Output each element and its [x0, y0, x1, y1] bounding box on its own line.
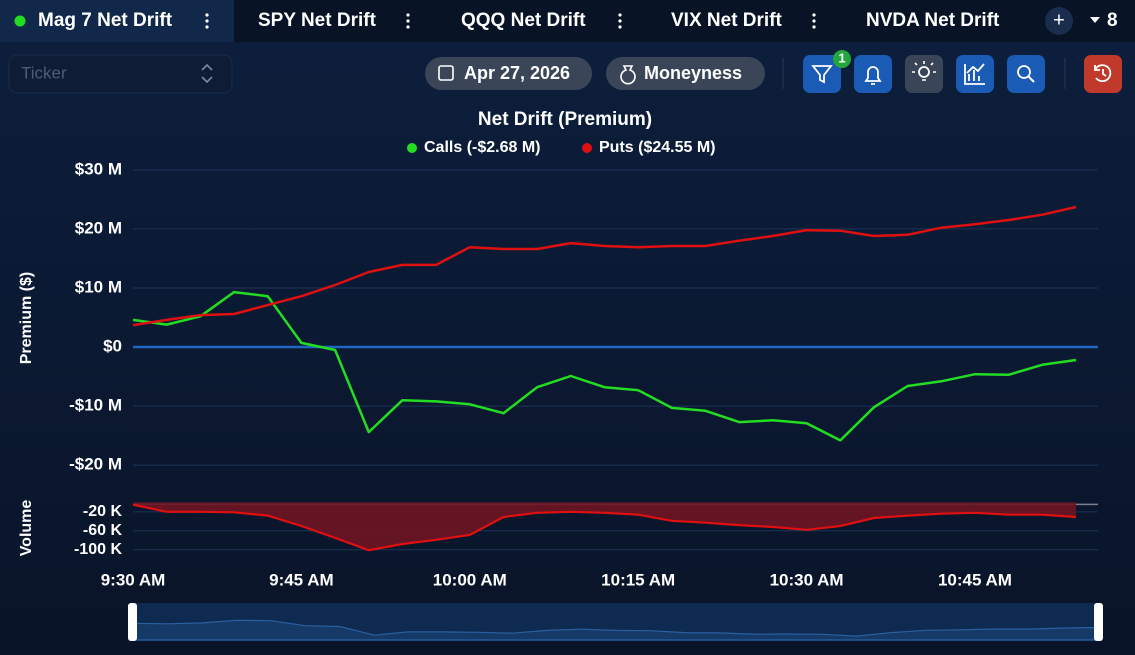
- tab-menu-dot: [812, 13, 816, 17]
- filter-badge: [833, 50, 851, 68]
- y-tick-label: $0: [103, 337, 122, 356]
- y-tick-label: $10 M: [75, 277, 122, 296]
- bag-icon: [620, 65, 636, 85]
- tab-menu-dot: [812, 19, 816, 23]
- search-icon: [1017, 65, 1031, 79]
- chart-icon: [964, 63, 985, 85]
- bell-icon: [864, 66, 882, 85]
- add-icon: +: [1053, 9, 1065, 31]
- tab-label[interactable]: SPY Net Drift: [258, 10, 377, 31]
- date-button[interactable]: [425, 57, 592, 90]
- bulb-icon: [918, 66, 930, 78]
- tab-menu-dot: [618, 19, 622, 23]
- area-line: [132, 503, 1077, 552]
- y-tick-label: $30 M: [75, 159, 122, 178]
- bulb-rays: [912, 61, 936, 81]
- x-tick-label: 10:45 AM: [938, 570, 1012, 589]
- reset-icon: [1094, 64, 1112, 83]
- filter-button[interactable]: [803, 55, 841, 93]
- x-tick-label: 10:15 AM: [601, 570, 675, 589]
- legend-marker: [407, 143, 417, 153]
- ticker-select[interactable]: [8, 54, 233, 94]
- add-tab[interactable]: [1045, 7, 1073, 35]
- line-series: [132, 290, 1077, 442]
- tab-label[interactable]: QQQ Net Drift: [461, 10, 586, 31]
- x-tick-label: 10:00 AM: [433, 570, 507, 589]
- tab-menu-dot: [406, 25, 410, 29]
- tab-menu-dot: [406, 13, 410, 17]
- theme-button[interactable]: [905, 55, 943, 93]
- legend-label[interactable]: Puts ($24.55 M): [599, 139, 715, 156]
- tab-menu-dot: [205, 13, 209, 17]
- navigator-area: [132, 619, 1099, 641]
- y-tick-label: $20 M: [75, 218, 122, 237]
- y-axis-title: Premium ($): [18, 272, 35, 364]
- active-tab[interactable]: [0, 0, 234, 42]
- chart-title: Net Drift (Premium): [478, 109, 652, 130]
- tab-label[interactable]: VIX Net Drift: [671, 10, 783, 31]
- navigator-handle[interactable]: [1094, 603, 1103, 641]
- filter-icon: [811, 65, 833, 84]
- active-dot: [14, 15, 26, 27]
- tab-menu-dot: [406, 19, 410, 23]
- plot: -$20 M -$10 M $0 $10 M $20 M $30 M Calls (-$2.…: [69, 139, 1098, 589]
- date-label: Apr 27, 2026: [464, 63, 570, 83]
- moneyness-label: Moneyness: [644, 63, 742, 83]
- x-tick-label: 10:30 AM: [770, 570, 844, 589]
- chart-button[interactable]: [956, 55, 994, 93]
- y-tick-label: -$20 M: [69, 455, 122, 474]
- x-tick-label: 9:30 AM: [101, 570, 166, 589]
- filter-badge-count: 1: [838, 50, 845, 65]
- search-button[interactable]: [1007, 55, 1045, 93]
- x-tick-label: 9:45 AM: [269, 570, 334, 589]
- calendar-icon: [438, 65, 454, 81]
- y-tick-label: -$10 M: [69, 396, 122, 415]
- legend-label[interactable]: Calls (-$2.68 M): [424, 139, 540, 156]
- select-arrows: [201, 63, 213, 84]
- y-tick-label: -100 K: [74, 541, 122, 558]
- tab-menu-dot: [618, 13, 622, 17]
- tab-menu-dot: [618, 25, 622, 29]
- tab-dropdown[interactable]: [1090, 17, 1100, 23]
- area-fill: [133, 502, 1076, 551]
- moneyness-button[interactable]: [606, 57, 765, 90]
- navigator-handle[interactable]: [128, 603, 137, 641]
- tab-menu-dot: [205, 19, 209, 23]
- legend-marker: [582, 143, 592, 153]
- ticker-placeholder: Ticker: [21, 63, 67, 82]
- tab-count: 8: [1107, 10, 1118, 31]
- tabs: Mag 7 Net Drift SPY Net Drift QQQ Net Drif…: [38, 10, 1000, 31]
- line-series: [132, 205, 1077, 327]
- tab-menu-dot: [205, 25, 209, 29]
- alert-button[interactable]: [854, 55, 892, 93]
- y-tick-label: -60 K: [83, 522, 123, 539]
- search-handle: [1027, 75, 1035, 83]
- y-tick-label: -20 K: [83, 503, 123, 520]
- tab-label[interactable]: NVDA Net Drift: [866, 10, 1000, 31]
- navigator-series: [132, 619, 1099, 641]
- y-axis-title: Volume: [18, 500, 35, 557]
- tab-label[interactable]: Mag 7 Net Drift: [38, 10, 173, 31]
- tab-menu-dot: [812, 25, 816, 29]
